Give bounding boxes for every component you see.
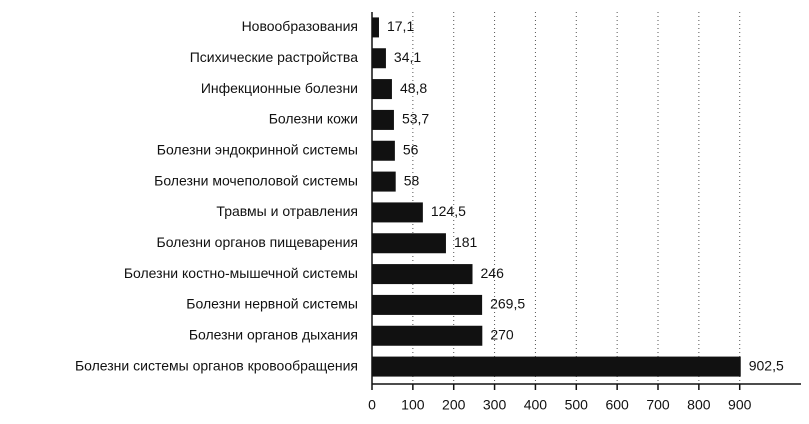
value-label: 56 bbox=[403, 141, 419, 157]
bar bbox=[372, 264, 473, 285]
category-label: Болезни эндокринной системы bbox=[157, 141, 358, 157]
bar bbox=[372, 171, 396, 192]
value-label: 34,1 bbox=[394, 49, 421, 65]
category-label: Болезни кожи bbox=[269, 111, 358, 127]
x-tick-label: 300 bbox=[483, 397, 507, 413]
x-tick-label: 500 bbox=[565, 397, 589, 413]
value-label: 902,5 bbox=[749, 357, 784, 373]
bar bbox=[372, 109, 394, 130]
value-label: 17,1 bbox=[387, 18, 414, 34]
x-tick-label: 800 bbox=[687, 397, 711, 413]
x-tick-label: 600 bbox=[605, 397, 629, 413]
category-label: Болезни мочеполовой системы bbox=[154, 172, 358, 188]
value-label: 48,8 bbox=[400, 80, 427, 96]
category-label: Болезни органов дыхания bbox=[189, 326, 358, 342]
category-label: Инфекционные болезни bbox=[201, 80, 358, 96]
value-label: 246 bbox=[481, 265, 505, 281]
x-tick-label: 0 bbox=[368, 397, 376, 413]
bar bbox=[372, 294, 483, 315]
x-tick-label: 400 bbox=[524, 397, 548, 413]
category-label: Психические растройства bbox=[190, 49, 358, 65]
category-label: Болезни костно-мышечной системы bbox=[124, 265, 358, 281]
x-tick-label: 900 bbox=[728, 397, 752, 413]
bar bbox=[372, 79, 392, 100]
bar bbox=[372, 233, 446, 254]
value-label: 181 bbox=[454, 234, 478, 250]
category-label: Болезни системы органов кровообращения bbox=[75, 357, 358, 373]
bar bbox=[372, 48, 386, 69]
value-label: 53,7 bbox=[402, 111, 429, 127]
bar bbox=[372, 356, 741, 377]
bar bbox=[372, 202, 423, 223]
category-label: Травмы и отравления bbox=[216, 203, 358, 219]
value-label: 269,5 bbox=[490, 296, 525, 312]
bar bbox=[372, 17, 379, 38]
category-label: Новообразования bbox=[242, 18, 358, 34]
value-label: 270 bbox=[490, 326, 514, 342]
value-label: 124,5 bbox=[431, 203, 466, 219]
x-tick-label: 700 bbox=[646, 397, 670, 413]
category-label: Болезни органов пищеварения bbox=[157, 234, 359, 250]
bar bbox=[372, 140, 395, 161]
x-tick-label: 200 bbox=[442, 397, 466, 413]
category-label: Болезни нервной системы bbox=[186, 296, 358, 312]
x-tick-label: 100 bbox=[401, 397, 425, 413]
value-label: 58 bbox=[404, 172, 420, 188]
bar bbox=[372, 325, 483, 346]
